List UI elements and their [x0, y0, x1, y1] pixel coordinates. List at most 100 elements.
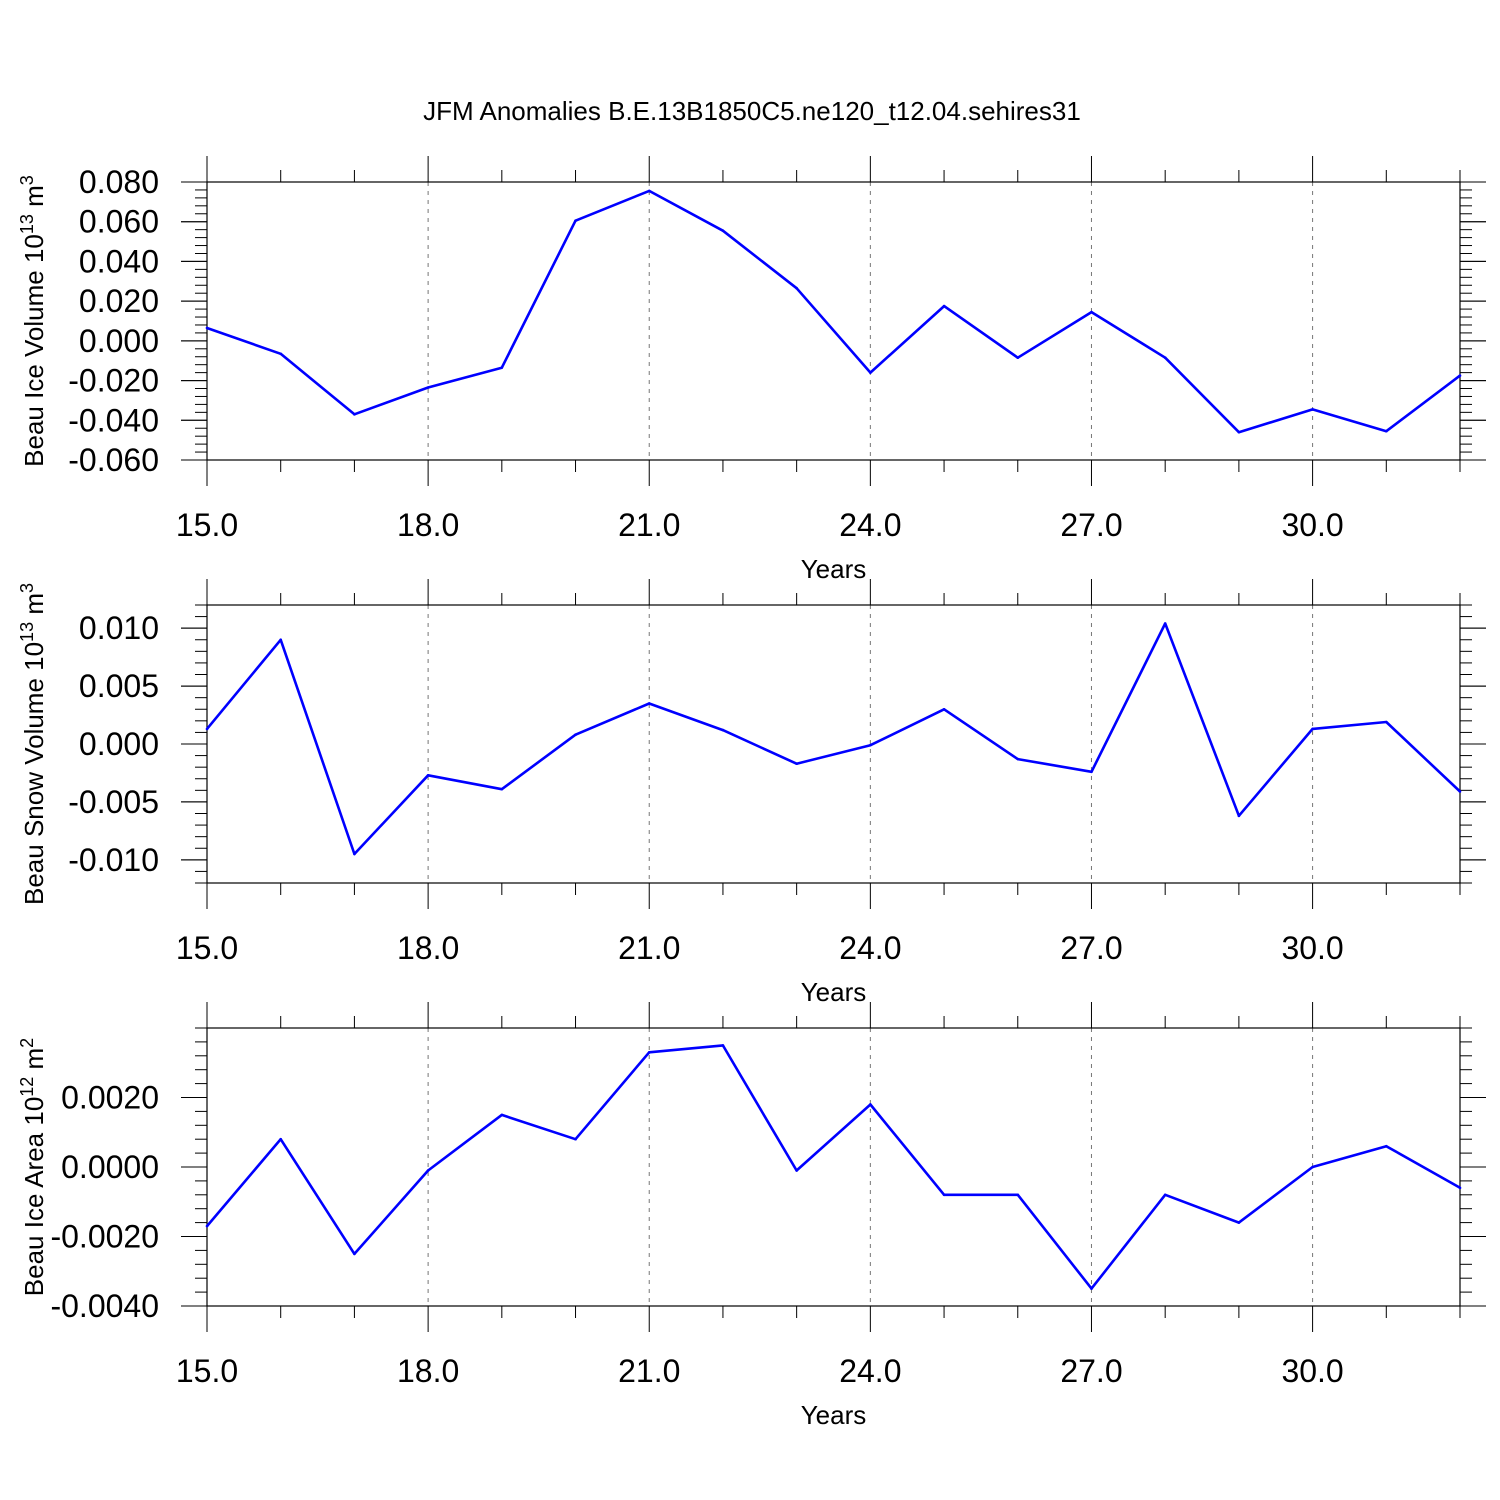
ice-area-xtick-label: 21.0 — [618, 1353, 680, 1389]
snow-volume-y-axis-label-unit-exp: 3 — [17, 583, 37, 593]
snow-volume-xtick-label: 30.0 — [1281, 930, 1343, 966]
ice-volume-xtick-label: 18.0 — [397, 507, 459, 543]
ice-volume-ytick-label: 0.080 — [79, 164, 159, 200]
ice-area-frame — [206, 1027, 1461, 1307]
snow-volume-data-point — [1384, 720, 1388, 724]
ice-volume-data-point — [426, 386, 430, 389]
snow-volume-xtick-label: 18.0 — [397, 930, 459, 966]
ice-volume-data-point — [1016, 356, 1020, 360]
ice-volume-data-point — [1163, 356, 1167, 360]
ice-volume-data-point — [1458, 374, 1462, 377]
ice-volume-y-axis-label-unit: m — [19, 185, 49, 214]
figure-title: JFM Anomalies B.E.13B1850C5.ne120_t12.04… — [423, 96, 1081, 126]
ice-volume-data-point — [574, 219, 577, 223]
ice-area-y-axis-label-exp: 12 — [17, 1077, 37, 1097]
ice-area-data-point — [1090, 1287, 1093, 1290]
snow-volume-xtick-label: 27.0 — [1060, 930, 1122, 966]
snow-volume-ytick-label: 0.000 — [79, 726, 159, 762]
ice-area-data-point — [353, 1252, 356, 1256]
snow-volume-data-point — [942, 707, 946, 711]
ice-volume-grid — [427, 182, 1314, 460]
ice-volume-y-axis-label: Beau Ice Volume 1013 m3 — [17, 175, 49, 467]
snow-volume-xtick-label: 24.0 — [839, 930, 901, 966]
ice-area-data-point — [1163, 1193, 1167, 1197]
ice-volume-data-point — [1237, 430, 1241, 434]
ice-volume-data-point — [721, 229, 725, 232]
snow-volume-ytick-label: 0.010 — [79, 610, 159, 646]
snow-volume-data-point — [721, 728, 725, 732]
ice-volume-y-axis-label-base: Beau Ice Volume 10 — [19, 234, 49, 467]
ice-volume-data-point — [279, 352, 283, 356]
ice-volume-series-line — [206, 189, 1461, 434]
snow-volume-y-axis-label: Beau Snow Volume 1013 m3 — [17, 583, 49, 905]
ice-area-data-point — [426, 1169, 430, 1172]
ice-area-data-point — [1384, 1144, 1388, 1148]
snow-volume-data-point — [647, 702, 651, 705]
snow-volume-points — [205, 622, 1462, 856]
snow-volume-series-line — [205, 622, 1461, 856]
snow-volume-data-point — [1311, 727, 1314, 731]
snow-volume-y-axis-label-unit: m — [19, 593, 49, 622]
snow-volume-data-point — [574, 733, 577, 737]
ice-area-data-point — [279, 1137, 283, 1141]
ice-area-y-axis-label: Beau Ice Area 1012 m2 — [17, 1038, 49, 1296]
ice-volume-data-point — [205, 326, 209, 330]
snow-volume-data-point — [1090, 770, 1093, 774]
ice-area-ytick-label: 0.0000 — [61, 1149, 159, 1185]
snow-volume-data-point — [500, 787, 504, 791]
snow-volume-data-point — [1458, 790, 1462, 793]
ice-volume-xtick-label: 21.0 — [618, 507, 680, 543]
ice-volume-panel: 15.0 18.0 21.0 24.0 27.0 30.0 -0.060 -0.040-0.0… — [17, 156, 1486, 584]
ice-volume-y-axis-label-unit-exp: 3 — [17, 175, 37, 185]
ice-volume-points — [205, 189, 1462, 434]
ice-volume-ytick-label: 0.020 — [79, 283, 159, 319]
ice-volume-data-point — [647, 189, 651, 193]
snow-volume-data-point — [279, 638, 283, 642]
ice-volume-data-point — [1311, 408, 1314, 411]
ice-volume-data-point — [500, 366, 504, 369]
ice-area-data-point — [795, 1169, 798, 1172]
ice-area-xtick-label: 15.0 — [176, 1353, 238, 1389]
snow-volume-data-point — [1237, 814, 1241, 818]
ice-area-data-point — [869, 1103, 872, 1106]
snow-volume-ytick-label: -0.005 — [68, 784, 159, 820]
snow-volume-xtick-label: 21.0 — [618, 930, 680, 966]
ice-area-data-point — [1458, 1186, 1462, 1190]
snow-volume-frame — [206, 604, 1461, 884]
snow-volume-data-point — [1016, 757, 1020, 761]
ice-area-data-point — [574, 1137, 577, 1141]
ice-area-data-point — [500, 1113, 504, 1117]
snow-volume-ytick-label: 0.005 — [79, 668, 159, 704]
ice-area-ytick-label: -0.0020 — [50, 1219, 159, 1255]
snow-volume-data-point — [426, 773, 430, 777]
ice-area-y-axis-label-unit-exp: 2 — [17, 1038, 37, 1048]
snow-volume-ticks — [181, 579, 1486, 909]
ice-volume-ytick-label: 0.040 — [79, 243, 159, 279]
ice-area-xtick-label: 18.0 — [397, 1353, 459, 1389]
ice-area-xtick-label: 27.0 — [1060, 1353, 1122, 1389]
snow-volume-data-point — [353, 852, 356, 856]
ice-area-panel: 15.0 18.0 21.0 24.0 27.0 30.0 -0.0040 -0.0020 0.… — [17, 1002, 1486, 1430]
ice-volume-ytick-label: -0.060 — [68, 442, 159, 478]
ice-volume-x-axis-label: Years — [801, 554, 867, 584]
ice-volume-data-point — [1384, 429, 1388, 433]
ice-area-points — [205, 1044, 1462, 1290]
ice-area-grid — [427, 1028, 1314, 1306]
ice-volume-xtick-label: 27.0 — [1060, 507, 1122, 543]
snow-volume-y-axis-label-base: Beau Snow Volume 10 — [19, 642, 49, 905]
snow-volume-xtick-label: 15.0 — [176, 930, 238, 966]
ice-volume-xtick-label: 24.0 — [839, 507, 901, 543]
ice-area-data-point — [721, 1044, 725, 1047]
ice-volume-data-point — [795, 286, 798, 290]
snow-volume-data-point — [869, 743, 872, 747]
snow-volume-data-point — [795, 762, 798, 765]
ice-area-ticks — [181, 1002, 1486, 1332]
ice-volume-data-point — [353, 413, 356, 416]
snow-volume-data-point — [205, 727, 209, 731]
ice-area-x-axis-label: Years — [801, 1400, 867, 1430]
ice-area-y-axis-label-base: Beau Ice Area 10 — [19, 1097, 49, 1296]
ice-volume-ytick-label: -0.020 — [68, 363, 159, 399]
ice-area-data-point — [1311, 1165, 1314, 1169]
ice-volume-xtick-label: 15.0 — [176, 507, 238, 543]
ice-area-series-line — [206, 1044, 1461, 1290]
